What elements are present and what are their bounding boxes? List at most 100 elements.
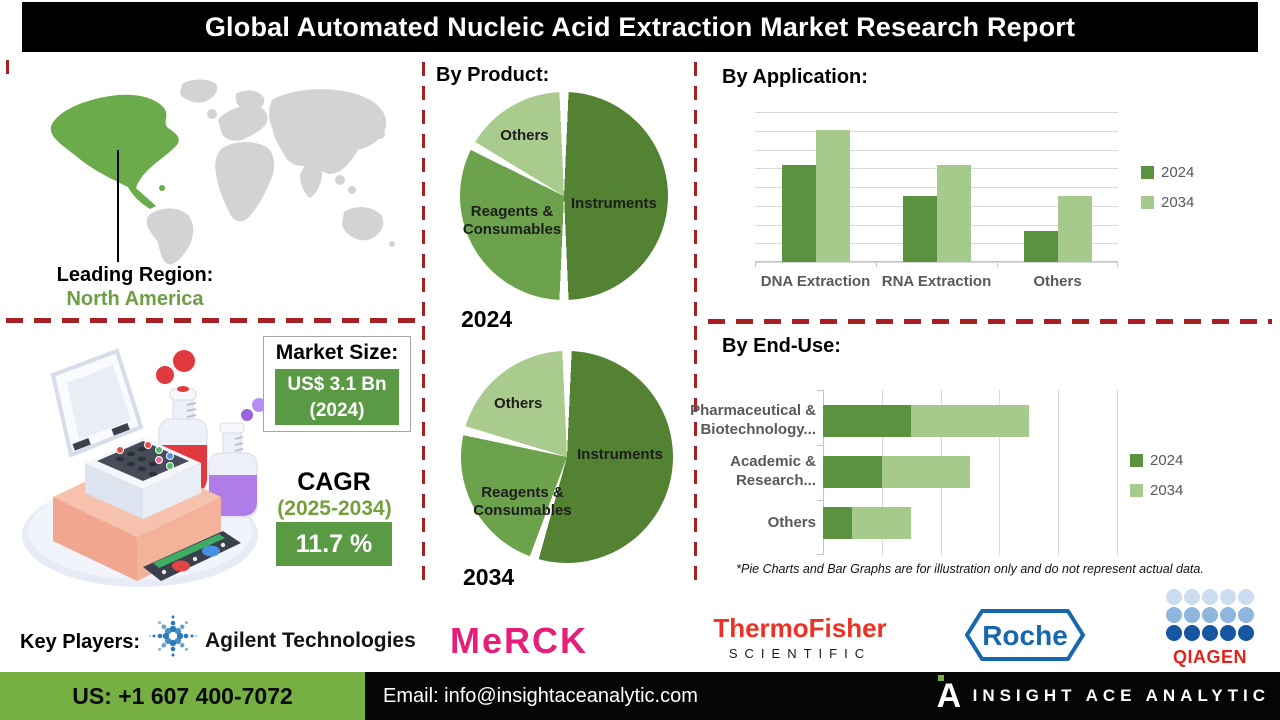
market-size-year: (2024): [309, 399, 365, 421]
map-scandinavia: [235, 90, 265, 112]
page-title: Global Automated Nucleic Acid Extraction…: [22, 2, 1258, 52]
axis-tick: [817, 554, 823, 555]
legend-item-2024: 2024: [1141, 164, 1194, 181]
brand-a-icon: A: [937, 675, 963, 715]
divider-vertical-1: [422, 62, 425, 590]
market-size-value-box: US$ 3.1 Bn (2024): [275, 369, 399, 425]
brand-logo: A INSIGHT ACE ANALYTIC: [937, 675, 1270, 715]
map-north-america: [50, 94, 179, 209]
stacked-bar: [823, 405, 1117, 437]
red-dash-artifact: [6, 60, 9, 84]
divider-left-horizontal: [6, 318, 418, 323]
market-size-label: Market Size:: [275, 341, 399, 364]
map-india: [300, 163, 322, 198]
by-product-title: By Product:: [436, 64, 550, 86]
axis-tick: [997, 262, 998, 267]
thermo-fisher-logo: ThermoFisher SCIENTIFIC: [695, 613, 905, 661]
end-use-category-labels: Pharmaceutical & Biotechnology... Academi…: [690, 390, 816, 539]
legend-item-2034: 2034: [1130, 482, 1183, 499]
bar-2024: [1023, 230, 1058, 262]
by-application-title: By Application:: [722, 66, 868, 88]
stacked-bar: [823, 507, 1117, 539]
brand-text: INSIGHT ACE ANALYTIC: [972, 686, 1270, 705]
svg-text:Roche: Roche: [982, 620, 1068, 651]
cagr-label: CAGR: [297, 468, 371, 496]
legend-swatch: [1130, 484, 1143, 497]
gridline: [1058, 390, 1060, 555]
agilent-logo-icon: [149, 615, 197, 657]
key-players-label: Key Players:: [20, 631, 141, 653]
end-use-label: Pharmaceutical & Biotechnology...: [690, 402, 816, 438]
cagr-value: 11.7 %: [276, 522, 392, 566]
map-asia: [269, 89, 387, 174]
end-use-label: Academic & Research...: [730, 453, 816, 489]
map-south-america: [146, 208, 194, 265]
pie-chart-2034: Others Reagents & Consumables Instrument…: [461, 351, 673, 563]
legend-swatch: [1130, 454, 1143, 467]
qiagen-logo-text: QIAGEN: [1172, 647, 1247, 667]
pie-label-instruments: Instruments: [570, 195, 657, 213]
end-use-label: Others: [767, 513, 816, 531]
legend-swatch: [1141, 196, 1154, 209]
application-bar-chart: [755, 112, 1118, 267]
bar-2024: [902, 196, 937, 262]
category-label: Others: [1033, 273, 1082, 290]
pie-label-others: Others: [494, 395, 543, 412]
gridline: [755, 130, 1118, 132]
segment-2024: [823, 405, 912, 437]
axis-tick: [875, 262, 877, 267]
pie-chart-2024: Others Reagents & Consumables Instrument…: [460, 92, 668, 300]
category-label: DNA Extraction: [760, 273, 871, 290]
bar-2034: [1057, 196, 1092, 262]
bar-group: [755, 112, 876, 262]
thermo-fisher-logo-line1: ThermoFisher: [713, 613, 887, 643]
gridline: [1117, 390, 1118, 555]
segment-2034: [881, 456, 970, 488]
map-europe: [218, 105, 268, 141]
leading-region-label: Leading Region:: [56, 264, 214, 286]
end-use-bar-chart: [823, 390, 1118, 555]
segment-2034: [911, 405, 1029, 437]
pie-year-2024: 2024: [461, 306, 513, 332]
thermo-fisher-logo-line2: SCIENTIFIC: [728, 646, 872, 661]
legend-label: 2024: [1161, 164, 1195, 181]
axis-tick: [1117, 262, 1118, 267]
application-category-labels: DNA Extraction RNA Extraction Others: [755, 273, 1118, 290]
pie-label-reagents: Reagents & Consumables: [473, 483, 572, 519]
lab-instrument-illustration: [22, 348, 265, 587]
gridline: [755, 149, 1118, 151]
footer-phone: US: +1 607 400-7072: [0, 672, 365, 720]
segment-2024: [823, 456, 882, 488]
footer-email: Email: info@insightaceanalytic.com: [383, 684, 698, 707]
bar-group: [997, 112, 1118, 262]
merck-logo: MeRCK: [450, 620, 589, 661]
application-legend: 2024 2034: [1141, 164, 1194, 211]
legend-swatch: [1141, 166, 1154, 179]
map-australia: [342, 207, 384, 241]
legend-label: 2024: [1150, 452, 1184, 469]
footnote: *Pie Charts and Bar Graphs are for illus…: [736, 562, 1204, 576]
qiagen-logo-dots: [1166, 589, 1254, 641]
stacked-bar: [823, 456, 1117, 488]
qiagen-logo: QIAGEN: [1164, 589, 1256, 668]
legend-item-2024: 2024: [1130, 452, 1183, 469]
pie-label-others: Others: [500, 126, 549, 144]
by-end-use-title: By End-Use:: [722, 335, 841, 357]
segment-2034: [852, 507, 912, 539]
axis-tick: [817, 390, 823, 391]
pie-year-2034: 2034: [463, 564, 515, 590]
pie-label-instruments: Instruments: [577, 445, 663, 463]
map-africa: [215, 142, 275, 222]
category-label: RNA Extraction: [881, 273, 992, 290]
brand-green-dot: [937, 675, 944, 681]
agilent-logo-text: Agilent Technologies: [205, 629, 416, 652]
gridline: [999, 390, 1001, 555]
divider-right-horizontal: [708, 319, 1272, 324]
legend-label: 2034: [1161, 194, 1195, 211]
segment-2024: [823, 507, 853, 539]
market-size-card: Market Size: US$ 3.1 Bn (2024): [263, 336, 411, 432]
axis-tick: [817, 500, 823, 501]
bar-2034: [815, 130, 850, 262]
cagr-period: (2025-2034): [277, 497, 392, 520]
